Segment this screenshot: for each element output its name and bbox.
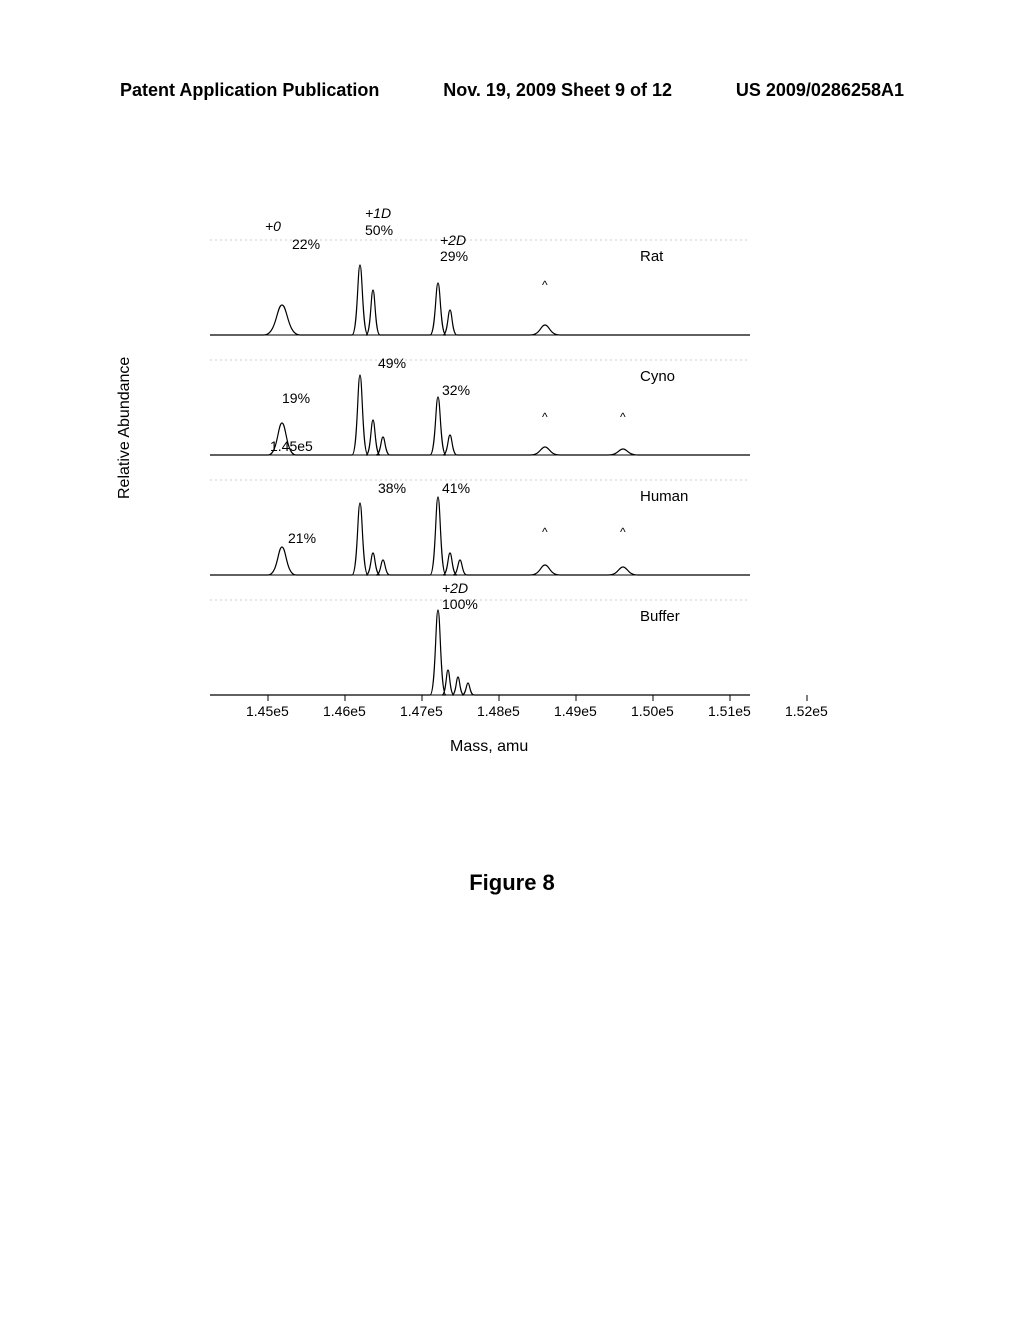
peak-percent-label: 21% [288, 530, 316, 546]
chart-svg [160, 230, 840, 750]
panel-species-label: Buffer [640, 608, 680, 625]
x-tick-label: 1.50e5 [631, 703, 674, 719]
y-axis-label: Relative Abundance [116, 357, 134, 499]
peak-percent-label: 50% [365, 222, 393, 238]
peak-percent-label: 29% [440, 248, 468, 264]
x-tick-label: 1.48e5 [477, 703, 520, 719]
x-axis-label: Mass, amu [450, 738, 528, 756]
peak-percent-label: 49% [378, 355, 406, 371]
panel-species-label: Cyno [640, 368, 675, 385]
panel-inline-xtick: 1.45e5 [270, 438, 313, 454]
caret-marker: ^ [542, 410, 548, 424]
peak-annotation: +0 [265, 218, 281, 234]
peak-annotation: +2D [442, 580, 468, 596]
x-tick-label: 1.47e5 [400, 703, 443, 719]
caret-marker: ^ [542, 525, 548, 539]
page-header: Patent Application Publication Nov. 19, … [0, 80, 1024, 101]
caret-marker: ^ [620, 525, 626, 539]
figure-caption: Figure 8 [0, 870, 1024, 896]
x-tick-label: 1.46e5 [323, 703, 366, 719]
caret-marker: ^ [542, 278, 548, 292]
x-tick-label: 1.52e5 [785, 703, 828, 719]
peak-percent-label: 41% [442, 480, 470, 496]
peak-annotation: +2D [440, 232, 466, 248]
peak-percent-label: 22% [292, 236, 320, 252]
panel-species-label: Rat [640, 248, 663, 265]
x-tick-label: 1.51e5 [708, 703, 751, 719]
header-center: Nov. 19, 2009 Sheet 9 of 12 [443, 80, 672, 101]
header-right: US 2009/0286258A1 [736, 80, 904, 101]
peak-percent-label: 38% [378, 480, 406, 496]
x-tick-label: 1.49e5 [554, 703, 597, 719]
peak-percent-label: 32% [442, 382, 470, 398]
mass-spectra-chart: Rat+0+1D+2D22%50%29%^Cyno19%49%32%^^1.45… [160, 230, 840, 750]
panel-species-label: Human [640, 488, 688, 505]
peak-percent-label: 100% [442, 596, 478, 612]
caret-marker: ^ [620, 410, 626, 424]
x-tick-label: 1.45e5 [246, 703, 289, 719]
peak-percent-label: 19% [282, 390, 310, 406]
peak-annotation: +1D [365, 205, 391, 221]
header-left: Patent Application Publication [120, 80, 379, 101]
